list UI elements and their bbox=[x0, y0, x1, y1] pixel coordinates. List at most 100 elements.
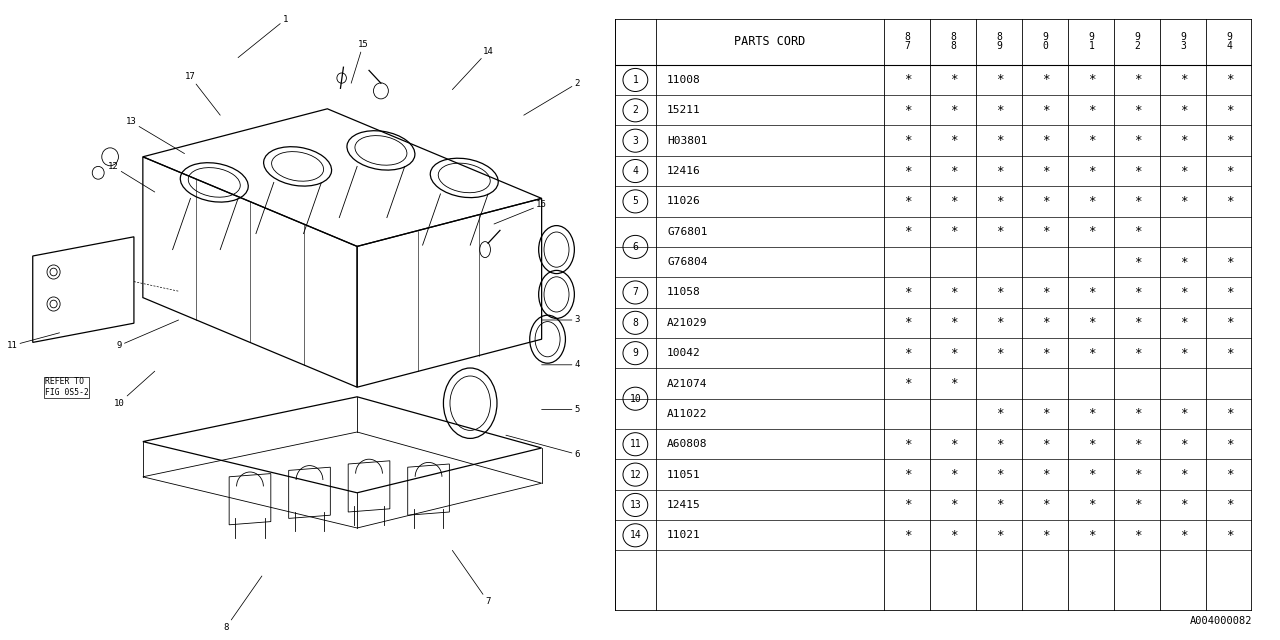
Text: 4: 4 bbox=[541, 360, 580, 369]
Text: *: * bbox=[1088, 468, 1096, 481]
Text: *: * bbox=[1180, 255, 1188, 269]
Text: 11008: 11008 bbox=[667, 75, 701, 85]
Text: *: * bbox=[1134, 499, 1142, 511]
Text: 13: 13 bbox=[630, 500, 641, 510]
Text: *: * bbox=[950, 195, 957, 208]
Text: *: * bbox=[950, 286, 957, 299]
Text: *: * bbox=[1226, 286, 1233, 299]
Text: *: * bbox=[1226, 316, 1233, 330]
Text: *: * bbox=[1088, 438, 1096, 451]
Text: *: * bbox=[1226, 499, 1233, 511]
Text: 10: 10 bbox=[114, 371, 155, 408]
Text: 5: 5 bbox=[632, 196, 639, 206]
Text: 10042: 10042 bbox=[667, 348, 701, 358]
Text: 12: 12 bbox=[108, 162, 155, 192]
Text: *: * bbox=[950, 74, 957, 86]
Text: *: * bbox=[1134, 468, 1142, 481]
Text: *: * bbox=[996, 74, 1004, 86]
Text: *: * bbox=[996, 347, 1004, 360]
Text: 11051: 11051 bbox=[667, 470, 701, 479]
Text: 17: 17 bbox=[186, 72, 220, 115]
Text: 9
4: 9 4 bbox=[1226, 32, 1233, 51]
Text: *: * bbox=[1180, 164, 1188, 177]
Text: *: * bbox=[996, 438, 1004, 451]
Text: 13: 13 bbox=[125, 117, 184, 154]
Text: *: * bbox=[1226, 529, 1233, 542]
Text: *: * bbox=[1134, 286, 1142, 299]
Text: *: * bbox=[1180, 438, 1188, 451]
Text: *: * bbox=[950, 468, 957, 481]
Text: *: * bbox=[950, 134, 957, 147]
Text: *: * bbox=[1180, 195, 1188, 208]
Text: *: * bbox=[996, 286, 1004, 299]
Text: 2: 2 bbox=[524, 79, 580, 115]
Text: *: * bbox=[1088, 408, 1096, 420]
Text: *: * bbox=[904, 499, 911, 511]
Text: 5: 5 bbox=[541, 405, 580, 414]
Text: A60808: A60808 bbox=[667, 439, 708, 449]
Text: *: * bbox=[996, 468, 1004, 481]
Text: *: * bbox=[1042, 468, 1050, 481]
Text: *: * bbox=[1134, 164, 1142, 177]
Text: 8
9: 8 9 bbox=[997, 32, 1002, 51]
Text: G76804: G76804 bbox=[667, 257, 708, 267]
Text: 8: 8 bbox=[224, 576, 262, 632]
Text: *: * bbox=[996, 195, 1004, 208]
Text: *: * bbox=[1226, 468, 1233, 481]
Text: *: * bbox=[904, 195, 911, 208]
Text: *: * bbox=[1088, 316, 1096, 330]
Text: A11022: A11022 bbox=[667, 409, 708, 419]
Text: 3: 3 bbox=[632, 136, 639, 146]
Text: *: * bbox=[1134, 104, 1142, 117]
Text: *: * bbox=[1134, 316, 1142, 330]
Text: 9
0: 9 0 bbox=[1042, 32, 1048, 51]
Text: *: * bbox=[904, 134, 911, 147]
Text: 6: 6 bbox=[632, 242, 639, 252]
Text: *: * bbox=[950, 104, 957, 117]
Text: 15211: 15211 bbox=[667, 106, 701, 115]
Text: *: * bbox=[950, 529, 957, 542]
Text: 14: 14 bbox=[452, 47, 493, 90]
Text: *: * bbox=[1042, 195, 1050, 208]
Text: *: * bbox=[1088, 225, 1096, 238]
Text: 12: 12 bbox=[630, 470, 641, 479]
Text: *: * bbox=[996, 164, 1004, 177]
Text: *: * bbox=[904, 529, 911, 542]
Text: *: * bbox=[1226, 104, 1233, 117]
Text: *: * bbox=[950, 347, 957, 360]
Text: *: * bbox=[950, 164, 957, 177]
Text: 8
7: 8 7 bbox=[905, 32, 910, 51]
Text: *: * bbox=[904, 74, 911, 86]
Text: 9
1: 9 1 bbox=[1088, 32, 1094, 51]
Text: *: * bbox=[1088, 195, 1096, 208]
Text: *: * bbox=[1088, 164, 1096, 177]
Text: 3: 3 bbox=[541, 316, 580, 324]
Text: 2: 2 bbox=[632, 106, 639, 115]
Text: *: * bbox=[1088, 74, 1096, 86]
Text: *: * bbox=[1226, 347, 1233, 360]
Text: *: * bbox=[1088, 529, 1096, 542]
Text: *: * bbox=[1134, 74, 1142, 86]
Text: *: * bbox=[904, 225, 911, 238]
Text: 8: 8 bbox=[632, 318, 639, 328]
Text: *: * bbox=[1088, 499, 1096, 511]
Text: *: * bbox=[1180, 316, 1188, 330]
Text: 11026: 11026 bbox=[667, 196, 701, 206]
Text: *: * bbox=[1042, 164, 1050, 177]
Text: 9: 9 bbox=[116, 320, 179, 350]
Text: *: * bbox=[1226, 255, 1233, 269]
Text: 11058: 11058 bbox=[667, 287, 701, 298]
Text: 12415: 12415 bbox=[667, 500, 701, 510]
Text: *: * bbox=[904, 316, 911, 330]
Text: PARTS CORD: PARTS CORD bbox=[735, 35, 805, 48]
Text: *: * bbox=[904, 164, 911, 177]
Text: 7: 7 bbox=[632, 287, 639, 298]
Text: *: * bbox=[1088, 347, 1096, 360]
Text: *: * bbox=[996, 134, 1004, 147]
Text: *: * bbox=[1042, 134, 1050, 147]
Text: *: * bbox=[1226, 195, 1233, 208]
Text: *: * bbox=[904, 468, 911, 481]
Text: *: * bbox=[1226, 438, 1233, 451]
Text: *: * bbox=[950, 499, 957, 511]
Text: *: * bbox=[1134, 438, 1142, 451]
